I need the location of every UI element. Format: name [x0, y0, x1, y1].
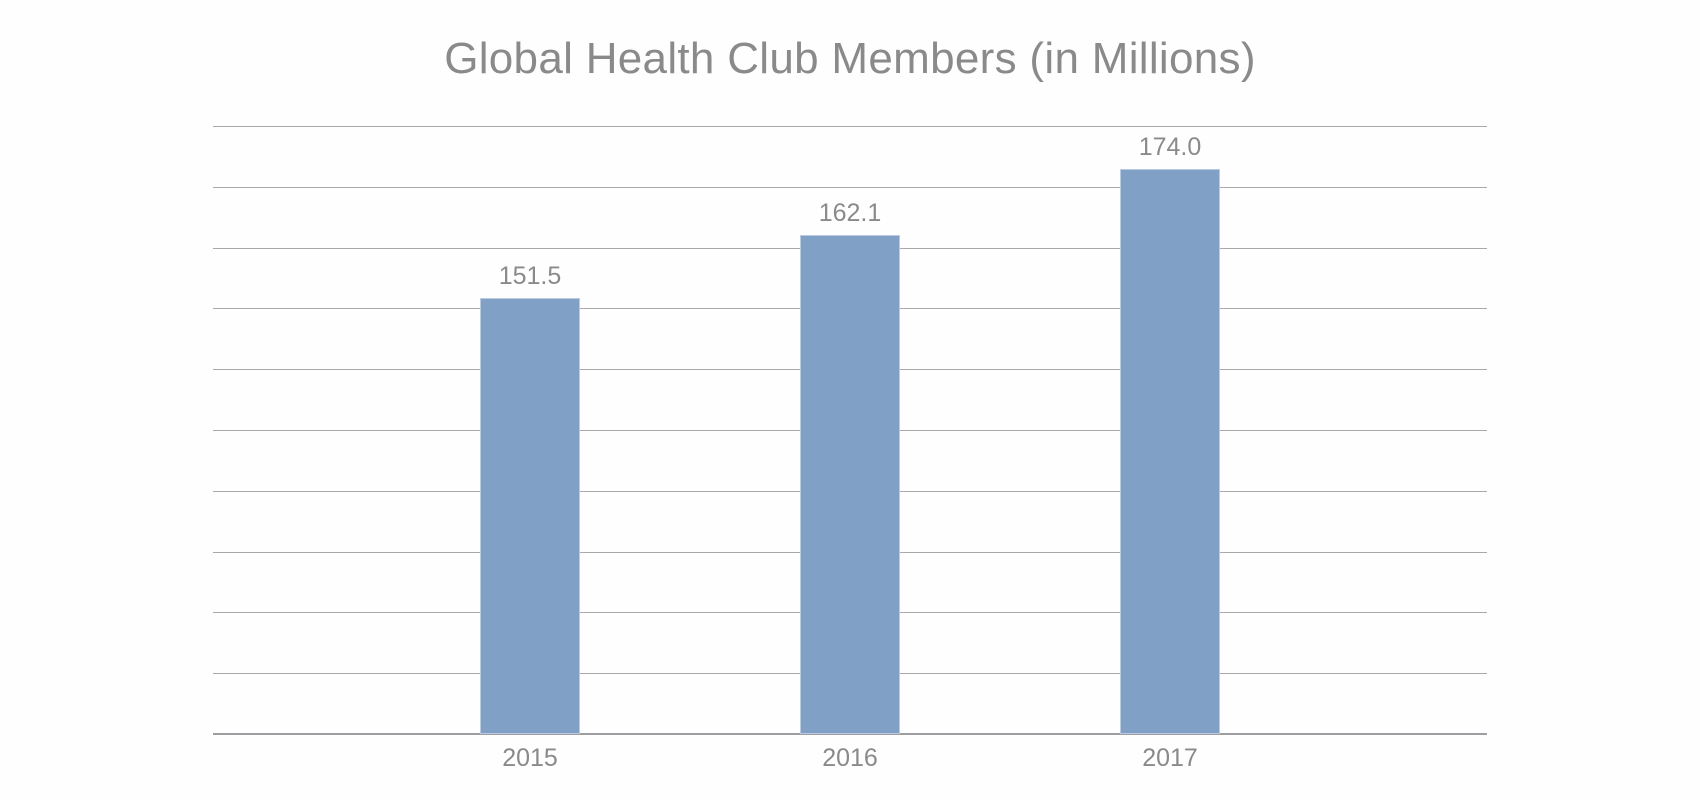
bar-2016[interactable] [800, 235, 900, 734]
gridline [213, 186, 1487, 188]
x-axis-baseline [213, 733, 1487, 735]
chart-title: Global Health Club Members (in Millions) [444, 34, 1256, 83]
value-label-2015: 151.5 [498, 262, 562, 290]
value-label-2017: 174.0 [1138, 133, 1202, 161]
value-label-2016: 162.1 [818, 199, 882, 227]
x-tick-label-2015: 2015 [502, 744, 558, 772]
bar-2015[interactable] [480, 298, 580, 734]
x-tick-label-2016: 2016 [822, 744, 878, 772]
gridline [213, 126, 1487, 127]
x-tick-label-2017: 2017 [1142, 744, 1198, 772]
bar-2017[interactable] [1120, 169, 1220, 734]
plot-area [213, 126, 1487, 735]
